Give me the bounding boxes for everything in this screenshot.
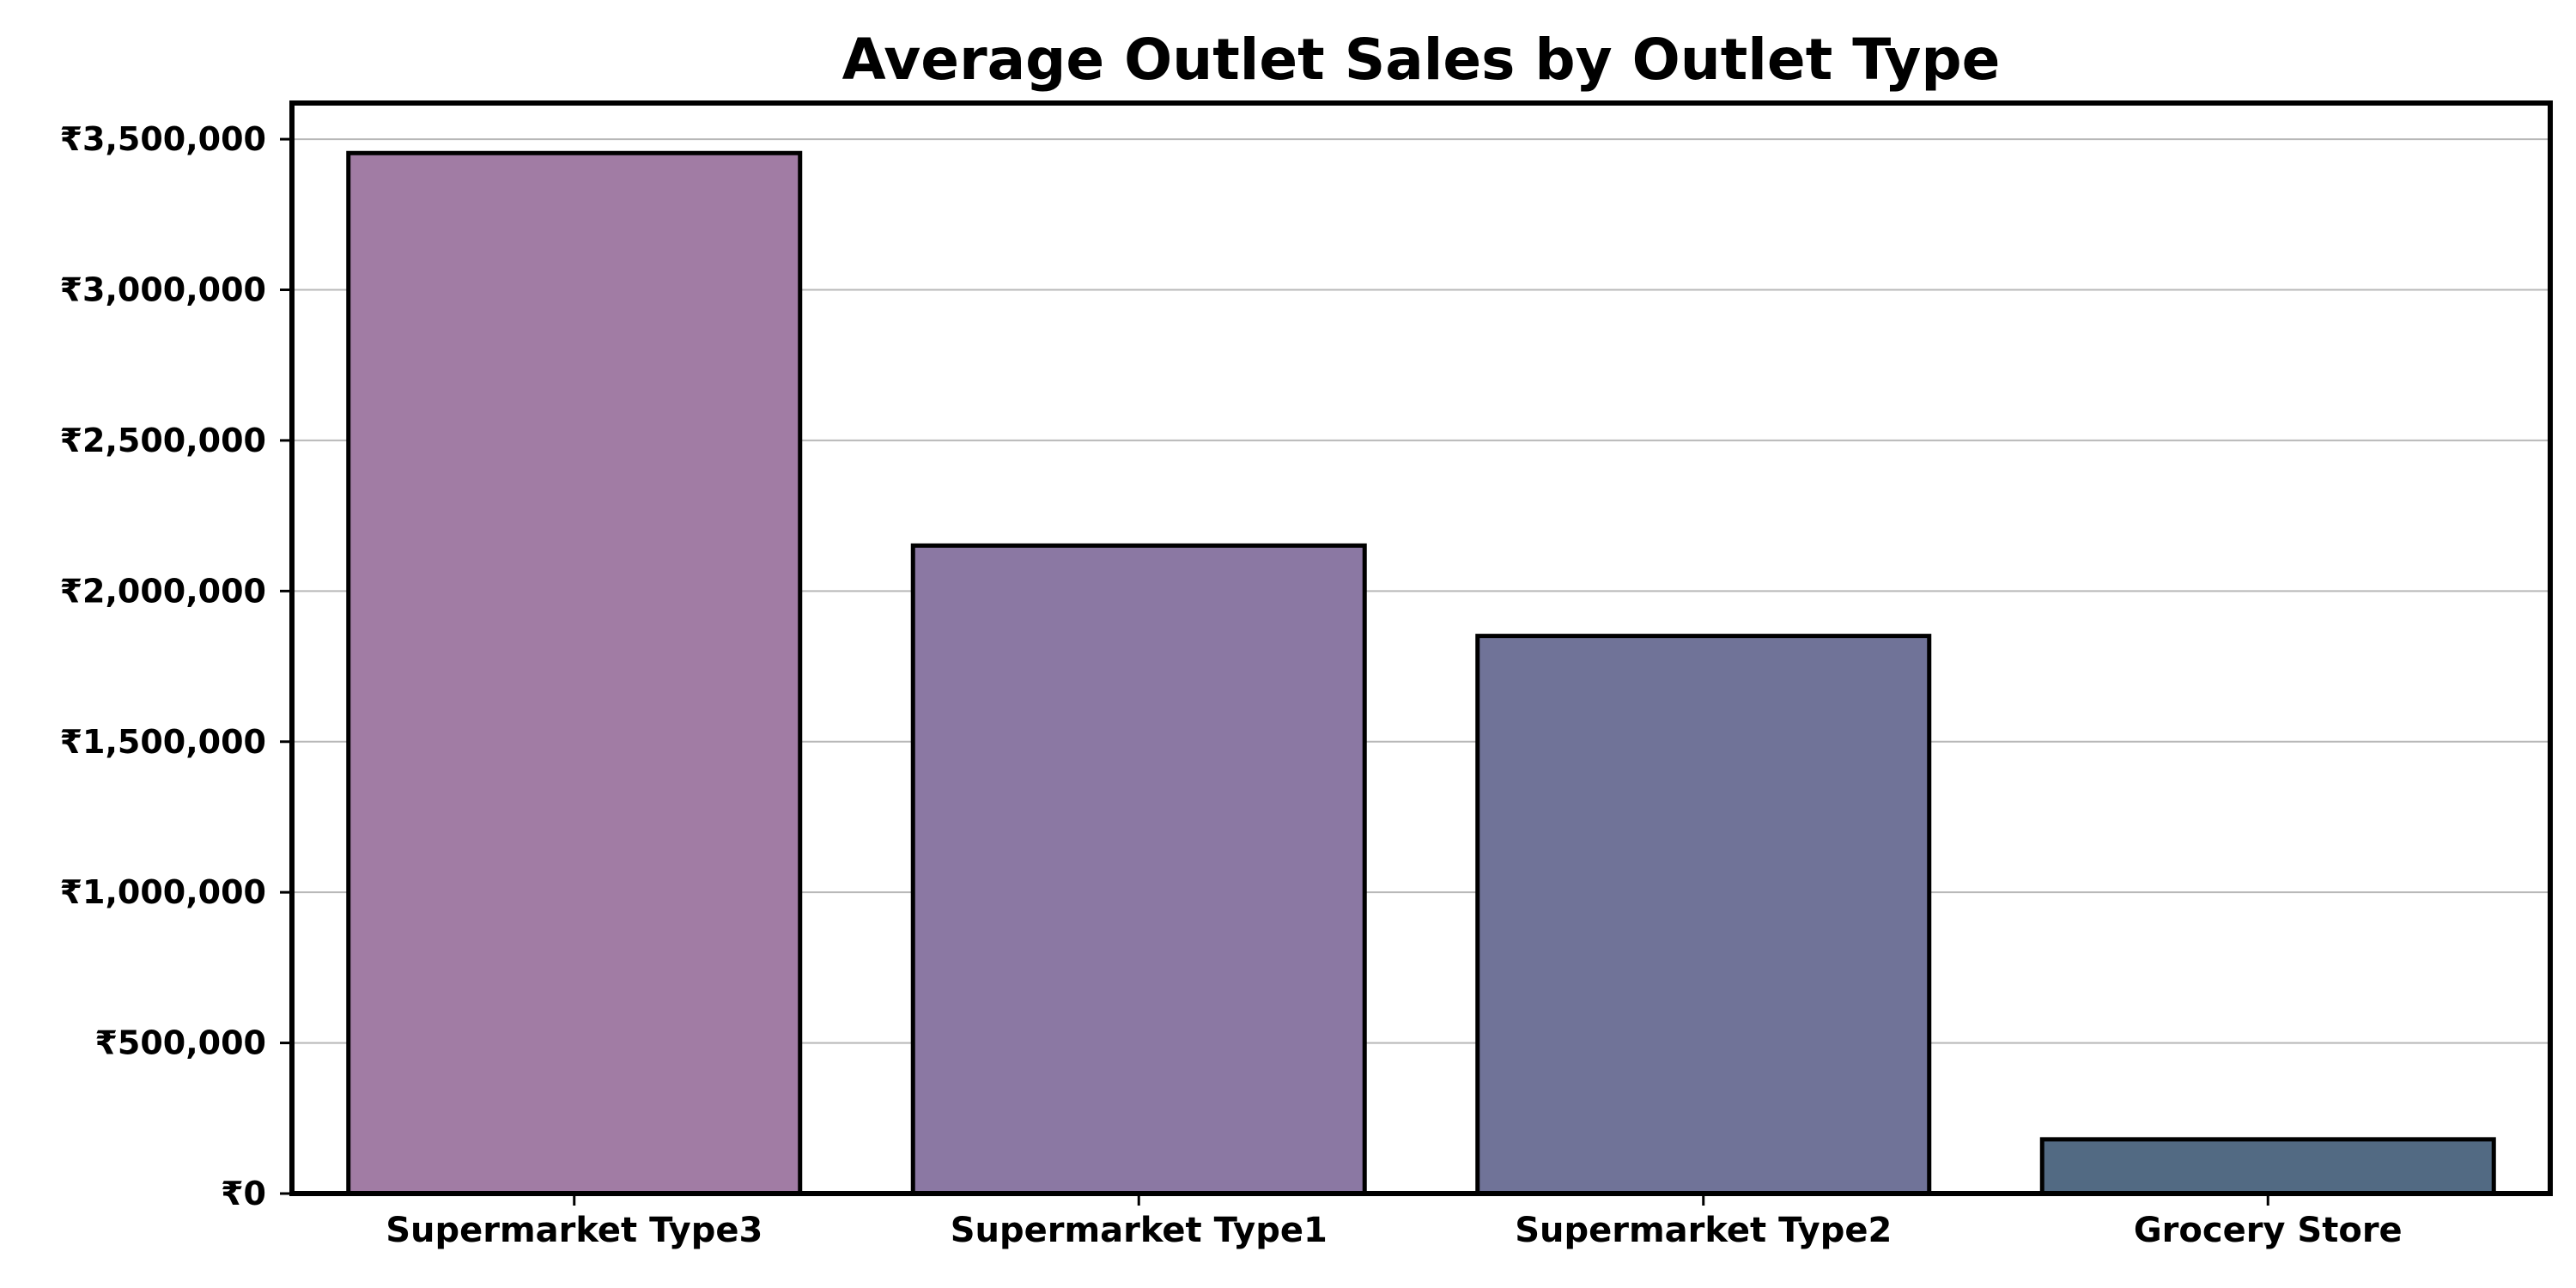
bar (1475, 634, 1932, 1196)
chart-title: Average Outlet Sales by Outlet Type (842, 27, 2001, 93)
y-tick-label: ₹3,000,000 (60, 271, 266, 309)
y-tick-label: ₹3,500,000 (60, 120, 266, 158)
x-axis-ticks: Supermarket Type3 Supermarket Type1 Superm… (386, 1194, 2403, 1250)
y-tick-label: ₹1,000,000 (60, 873, 266, 911)
y-axis-ticks: ₹0 ₹500,000 ₹1,000,000 ₹1,500,000 ₹2,000,000… (60, 120, 292, 1212)
y-tick-label: ₹2,000,000 (60, 572, 266, 610)
bar (2039, 1137, 2496, 1196)
y-tick-label: ₹2,500,000 (60, 422, 266, 459)
x-tick-label: Supermarket Type1 (951, 1211, 1327, 1250)
x-tick-label: Grocery Store (2134, 1211, 2403, 1250)
x-tick-label: Supermarket Type3 (386, 1211, 762, 1250)
bar (346, 150, 803, 1196)
bars (346, 150, 2496, 1196)
y-tick-label: ₹500,000 (94, 1024, 266, 1062)
x-tick-label: Supermarket Type2 (1515, 1211, 1892, 1250)
bar (910, 543, 1367, 1196)
y-tick-label: ₹0 (221, 1175, 266, 1212)
plot-frame (289, 100, 2553, 1196)
y-tick-label: ₹1,500,000 (60, 723, 266, 761)
